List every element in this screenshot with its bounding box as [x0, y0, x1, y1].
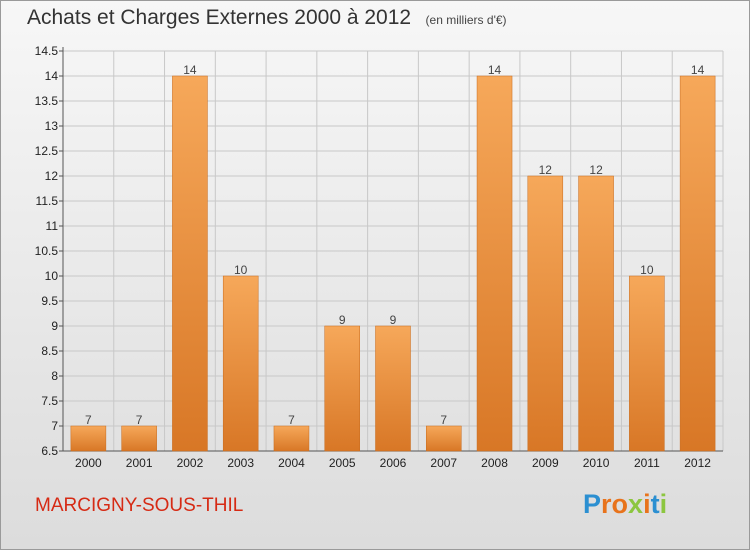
- title-block: Achats et Charges Externes 2000 à 2012 (…: [27, 6, 507, 30]
- bar: [679, 75, 716, 452]
- bar: [629, 275, 665, 452]
- y-tick-label: 12: [45, 169, 59, 183]
- proxiti-logo: Proxiti: [583, 489, 667, 520]
- bar: [426, 425, 462, 452]
- data-label: 12: [539, 163, 553, 177]
- bar: [222, 275, 259, 452]
- data-label: 7: [440, 413, 447, 427]
- y-tick-label: 10: [45, 269, 59, 283]
- data-label: 10: [234, 263, 248, 277]
- y-tick-label: 6.5: [41, 444, 58, 458]
- bar: [375, 325, 411, 452]
- logo-letter: P: [583, 489, 602, 519]
- x-tick-label: 2007: [430, 456, 457, 470]
- x-tick-label: 2010: [583, 456, 610, 470]
- data-label: 9: [339, 313, 346, 327]
- logo-letter: t: [650, 489, 660, 519]
- y-tick-label: 7: [51, 419, 58, 433]
- y-tick-label: 13.5: [35, 94, 59, 108]
- bar: [578, 175, 614, 452]
- x-tick-label: 2001: [126, 456, 153, 470]
- x-tick-label: 2003: [227, 456, 254, 470]
- bar: [70, 425, 107, 452]
- x-tick-label: 2000: [75, 456, 102, 470]
- data-label: 10: [640, 263, 654, 277]
- y-tick-label: 8: [51, 369, 58, 383]
- logo-letter: i: [643, 489, 651, 519]
- y-tick-label: 14: [45, 69, 59, 83]
- x-tick-label: 2012: [684, 456, 711, 470]
- bar: [172, 75, 208, 452]
- data-label: 9: [390, 313, 397, 327]
- bar: [476, 75, 513, 452]
- data-label: 7: [136, 413, 143, 427]
- data-label: 7: [288, 413, 295, 427]
- data-label: 14: [691, 63, 705, 77]
- x-tick-label: 2008: [481, 456, 508, 470]
- data-labels: 7 7 14 10 7 9 9 7 14 12 12 10 14: [85, 63, 705, 427]
- y-tick-label: 9.5: [41, 294, 58, 308]
- y-tick-label: 11.5: [36, 194, 59, 208]
- chart-title: Achats et Charges Externes 2000 à 2012: [27, 6, 412, 29]
- x-tick-label: 2009: [532, 456, 559, 470]
- bar: [527, 175, 564, 452]
- x-tick-label: 2006: [380, 456, 407, 470]
- x-tick-label: 2011: [634, 456, 660, 470]
- y-tick-label: 12.5: [35, 144, 59, 158]
- data-label: 7: [85, 413, 92, 427]
- data-label: 14: [183, 63, 197, 77]
- y-tick-label: 10.5: [35, 244, 59, 258]
- y-tick-label: 9: [51, 319, 58, 333]
- y-tick-label: 13: [45, 119, 59, 133]
- bar: [273, 425, 310, 452]
- x-tick-label: 2002: [177, 456, 204, 470]
- y-tick-label: 8.5: [41, 344, 58, 358]
- chart-subtitle: (en milliers d'€): [425, 13, 507, 27]
- bars: [70, 75, 716, 452]
- x-tick-label: 2005: [329, 456, 356, 470]
- bar: [121, 425, 157, 452]
- commune-name: MARCIGNY-SOUS-THIL: [35, 495, 244, 516]
- data-label: 14: [488, 63, 502, 77]
- y-tick-label: 7.5: [41, 394, 58, 408]
- data-label: 12: [589, 163, 603, 177]
- logo-letter: o: [611, 489, 629, 519]
- logo-letter: i: [659, 489, 668, 519]
- logo-letter: r: [601, 489, 612, 519]
- y-tick-label: 14.5: [35, 44, 59, 58]
- logo-letter: x: [628, 489, 644, 519]
- x-tick-label: 2004: [278, 456, 305, 470]
- bar: [324, 325, 360, 452]
- y-tick-label: 11: [46, 219, 59, 233]
